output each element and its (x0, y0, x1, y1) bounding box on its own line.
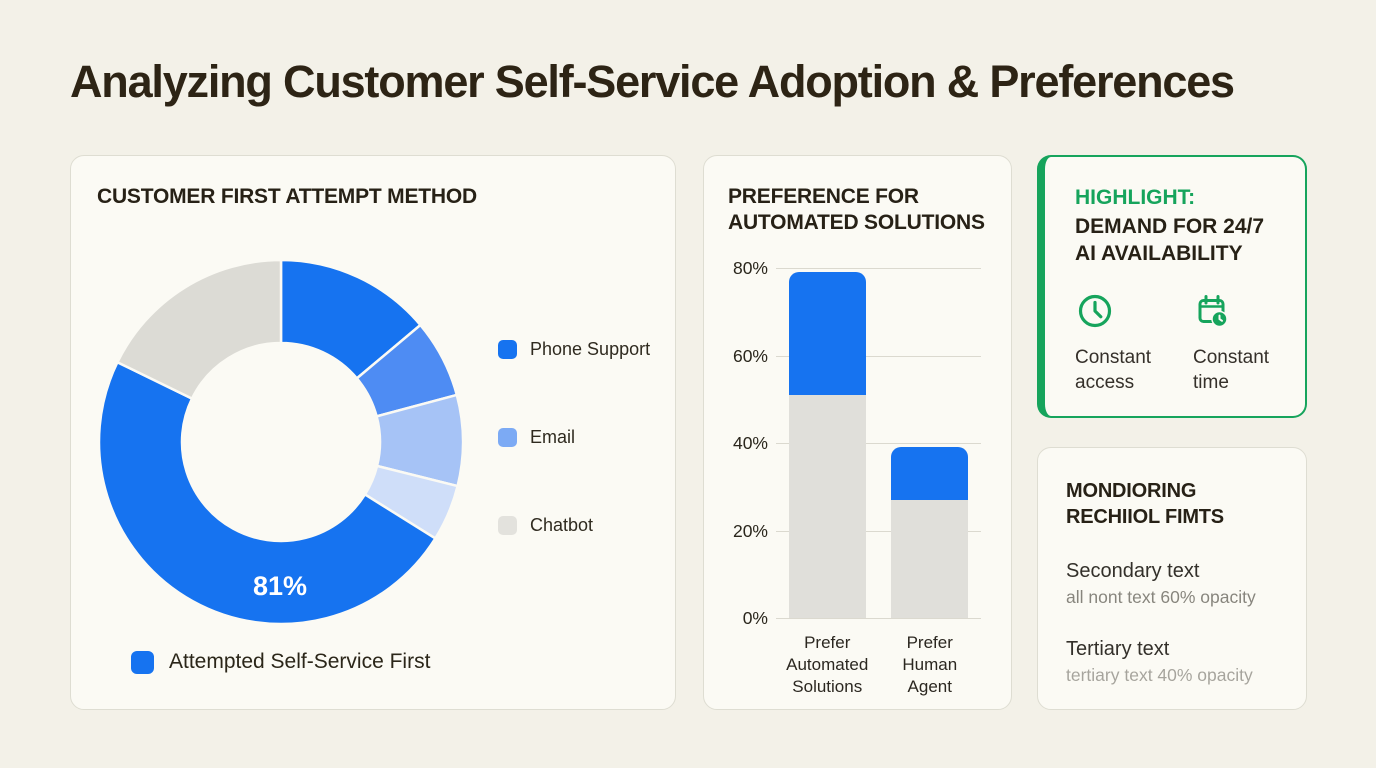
self-service-swatch (131, 650, 154, 674)
panels-row: CUSTOMER FIRST ATTEMPT METHOD 81% Phone … (70, 155, 1307, 710)
legend-label: Phone Support (530, 338, 651, 359)
x-axis-label: Prefer Human Agent (902, 633, 958, 696)
donut-card: CUSTOMER FIRST ATTEMPT METHOD 81% Phone … (70, 155, 676, 710)
gridline-40% (776, 443, 981, 444)
legend-label: Attempted Self-Service First (169, 650, 431, 673)
phone-support-swatch (498, 339, 517, 359)
highlight-caption-access: Constant access (1075, 347, 1152, 393)
y-axis-tick: 0% (742, 608, 768, 628)
donut-card-title: CUSTOMER FIRST ATTEMPT METHOD (97, 185, 477, 208)
highlight-kicker: HIGHLIGHT: (1075, 186, 1196, 209)
y-axis-tick: 60% (732, 345, 768, 366)
x-axis-label: Prefer Automated Solutions (786, 633, 869, 696)
bar-1-highlight-blue (788, 272, 866, 395)
info-title-line2: RECHIIOL FIMTS (1066, 506, 1224, 528)
bar-1-base-neutral (788, 394, 866, 618)
gridline-20% (776, 530, 981, 532)
info-card: MONDIORING RECHIIOL FIMTS Secondary text… (1037, 447, 1307, 710)
gridline-80% (776, 268, 981, 269)
legend-label: Chatbot (530, 514, 594, 535)
highlight-title: DEMAND FOR 24/7 AI AVAILABILITY (1075, 213, 1264, 267)
y-axis-tick: 80% (732, 258, 768, 278)
legend-item-chatbot: Chatbot (498, 514, 650, 536)
highlight-card: HIGHLIGHT: DEMAND FOR 24/7 AI AVAILABILI… (1037, 155, 1307, 418)
chatbot-swatch (498, 515, 517, 535)
bar-card-title: PREFERENCE FOR AUTOMATED SOLUTIONS (728, 185, 985, 234)
bar-2-base-neutral (891, 499, 969, 618)
clock-icon (1076, 292, 1114, 335)
legend-item-phone-support: Phone Support (498, 338, 650, 360)
secondary-text-label: Secondary text (1066, 560, 1200, 582)
bar-card: PREFERENCE FOR AUTOMATED SOLUTIONS 0% 20%… (703, 155, 1012, 710)
donut-chart: 81% (97, 258, 465, 626)
donut-segment-attempted-self-service-first (97, 360, 437, 626)
y-axis-tick: 40% (732, 433, 768, 453)
info-card-title: MONDIORING RECHIIOL FIMTS (1066, 478, 1224, 530)
legend-item-attempted-self-service: Attempted Self-Service First (131, 650, 430, 674)
donut-segment-chatbot (116, 258, 283, 400)
bar-2-highlight-blue (891, 447, 969, 500)
donut-center-value: 81% (253, 571, 307, 601)
gridline-0% (776, 618, 981, 619)
calendar-clock-icon (1193, 292, 1231, 335)
right-column: HIGHLIGHT: DEMAND FOR 24/7 AI AVAILABILI… (1037, 155, 1307, 710)
tertiary-text-caption: tertiary text 40% opacity (1066, 665, 1253, 685)
bar-chart: 0% 20% 40% 60% 80% Prefer Automated Solutions… (733, 258, 981, 696)
legend-item-email: Email (498, 426, 650, 448)
highlight-title-line1: DEMAND FOR 24/7 (1075, 215, 1265, 238)
tertiary-text-label: Tertiary text (1066, 638, 1170, 660)
page-title: Analyzing Customer Self-Service Adoption… (70, 56, 1235, 107)
info-title-line1: MONDIORING (1066, 480, 1197, 502)
highlight-title-line2: AI AVAILABILITY (1075, 242, 1243, 265)
y-axis-tick: 20% (732, 520, 768, 541)
highlight-caption-time: Constant time (1193, 347, 1270, 393)
legend-label: Email (530, 426, 576, 447)
donut-side-legend: Phone Support Email Chatbot (498, 338, 650, 602)
secondary-text-caption: all nont text 60% opacity (1066, 587, 1256, 607)
gridline-60% (776, 355, 981, 357)
email-swatch (498, 427, 517, 447)
